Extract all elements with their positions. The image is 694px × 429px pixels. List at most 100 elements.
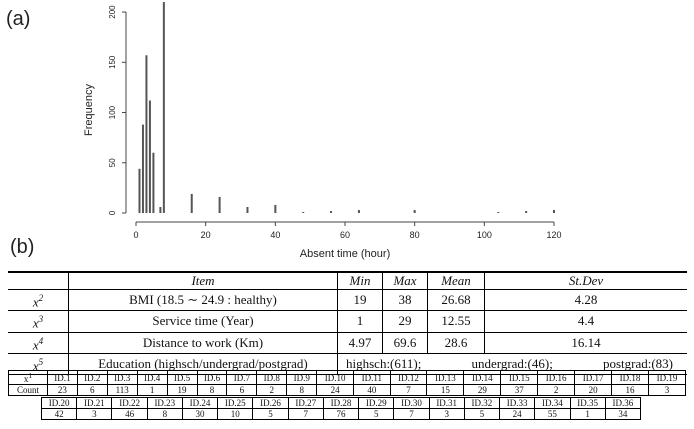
absent-time-histogram: 0 20 40 60 80 100 120 0 50 100 150 200 Absent time (… [83, 2, 562, 260]
id-cell: ID.9 [286, 370, 318, 385]
id-cell: ID.32 [463, 397, 501, 409]
row-min: 1 [337, 310, 383, 333]
count-cell: 30 [181, 408, 219, 420]
count-cell: 24 [316, 384, 355, 396]
row-item: Distance to work (Km) [68, 332, 338, 354]
x-tick-label: 60 [340, 230, 350, 240]
education-item: Education (highsch/undergrad/postgrad) [68, 353, 338, 376]
education-row: x5 Education (highsch/undergrad/postgrad… [8, 353, 687, 376]
count-cell: 5 [252, 408, 289, 420]
id-cell: ID.5 [166, 370, 198, 385]
id-count-table-1: x1 ID.1 ID.2 ID.3 ID.4 ID.5 ID.6 ID.7 ID.8 ID.9 I… [8, 370, 687, 396]
id-cell: ID.21 [76, 397, 113, 409]
count-cell: 3 [647, 384, 687, 396]
row-max: 29 [382, 310, 428, 333]
var-label: x1 [8, 370, 48, 385]
x-tick-label: 100 [477, 230, 492, 240]
x-tick-label: 120 [546, 230, 561, 240]
x-tick-label: 0 [133, 230, 138, 240]
row-mean: 26.68 [427, 289, 485, 312]
count-cell: 34 [604, 408, 642, 420]
var-label: x3 [8, 310, 69, 333]
stats-row: x2 BMI (18.5 ∼ 24.9 : healthy) 19 38 26.… [8, 289, 687, 312]
x-tick-label: 40 [270, 230, 280, 240]
id-cell: ID.12 [389, 370, 428, 385]
id-cell: ID.31 [428, 397, 465, 409]
count-cell: 7 [389, 384, 428, 396]
stats-row: x3 Service time (Year) 1 29 12.55 4.4 [8, 310, 687, 333]
count-cell: 42 [40, 408, 78, 420]
count-row: 42 3 46 8 30 10 5 7 76 5 7 3 5 24 55 1 34 [40, 408, 642, 420]
header-min: Min [337, 271, 383, 290]
id-cell: ID.28 [322, 397, 360, 409]
header-max: Max [382, 271, 428, 290]
row-min: 4.97 [337, 332, 383, 354]
id-cell: ID.29 [358, 397, 395, 409]
count-cell: 40 [353, 384, 391, 396]
header-var-cell [8, 271, 69, 290]
id-cell: ID.27 [287, 397, 324, 409]
header-sd: St.Dev [484, 271, 687, 290]
id-cell: ID.2 [76, 370, 108, 385]
highsch-count: highsch:(611); [346, 356, 422, 372]
y-tick-label: 50 [108, 158, 117, 167]
count-cell: 19 [166, 384, 198, 396]
id-cell: ID.10 [316, 370, 355, 385]
id-cell: ID.11 [353, 370, 391, 385]
row-sd: 4.28 [484, 289, 687, 312]
row-sd: 4.4 [484, 310, 687, 333]
count-cell: 1 [136, 384, 168, 396]
row-item: BMI (18.5 ∼ 24.9 : healthy) [68, 289, 338, 312]
id-cell: ID.13 [426, 370, 465, 385]
id-cell: ID.20 [40, 397, 78, 409]
header-mean: Mean [427, 271, 485, 290]
count-cell: 23 [46, 384, 78, 396]
count-cell: 55 [534, 408, 571, 420]
y-tick-label: 150 [108, 55, 117, 69]
id-cell: ID.17 [574, 370, 613, 385]
count-cell: 5 [463, 408, 501, 420]
count-cell: 37 [500, 384, 539, 396]
id-cell: ID.30 [393, 397, 430, 409]
row-sd: 16.14 [484, 332, 687, 354]
id-cell: ID.15 [500, 370, 539, 385]
panel-a-label: (a) [6, 8, 31, 30]
id-cell: ID.23 [146, 397, 183, 409]
postgrad-count: postgrad:(83) [602, 356, 673, 372]
row-max: 38 [382, 289, 428, 312]
row-item: Service time (Year) [68, 310, 338, 333]
row-max: 69.6 [382, 332, 428, 354]
id-cell: ID.33 [499, 397, 536, 409]
id-cell: ID.6 [196, 370, 228, 385]
count-cell: 8 [196, 384, 228, 396]
id-cell: ID.34 [534, 397, 571, 409]
id-cell: ID.22 [111, 397, 148, 409]
x-tick-label: 80 [410, 230, 420, 240]
count-cell: 2 [256, 384, 288, 396]
count-cell: 15 [426, 384, 465, 396]
stats-table: Item Min Max Mean St.Dev x2 BMI (18.5 ∼ … [8, 271, 687, 376]
var-label: x2 [8, 289, 69, 312]
id-cell: ID.1 [46, 370, 78, 385]
id-count-table-2: ID.20 ID.21 ID.22 ID.23 ID.24 ID.25 ID.26 ID.27… [40, 397, 642, 420]
y-tick-label: 0 [108, 210, 117, 215]
count-cell: 10 [217, 408, 254, 420]
row-mean: 28.6 [427, 332, 485, 354]
x-tick-label: 20 [201, 230, 211, 240]
count-row: Count 23 6 113 1 19 8 6 2 8 24 40 7 15 29 37 2 20 16 3 [8, 384, 687, 396]
count-cell: 6 [226, 384, 258, 396]
var-label: x4 [8, 332, 69, 354]
id-header-row: ID.20 ID.21 ID.22 ID.23 ID.24 ID.25 ID.26 ID.27… [40, 397, 642, 409]
row-min: 19 [337, 289, 383, 312]
count-cell: 46 [111, 408, 148, 420]
id-cell: ID.8 [256, 370, 288, 385]
stats-header-row: Item Min Max Mean St.Dev [8, 271, 687, 290]
count-cell: 7 [287, 408, 324, 420]
count-label: Count [8, 384, 48, 396]
id-cell: ID.24 [181, 397, 219, 409]
count-cell: 3 [428, 408, 465, 420]
id-cell: ID.4 [136, 370, 168, 385]
count-cell: 6 [76, 384, 108, 396]
id-cell: ID.19 [647, 370, 687, 385]
stats-row: x4 Distance to work (Km) 4.97 69.6 28.6 … [8, 332, 687, 354]
